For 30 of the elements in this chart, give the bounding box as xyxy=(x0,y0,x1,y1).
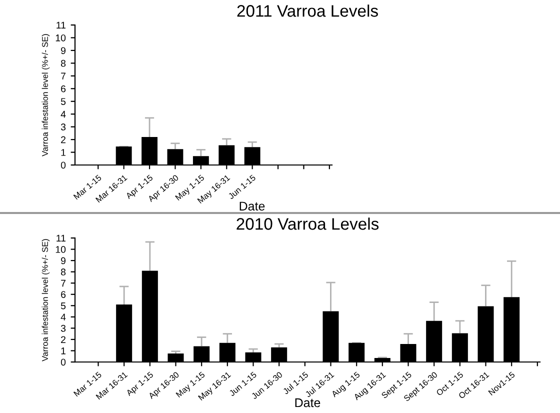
y-tick-label: 0 xyxy=(60,358,66,366)
y-tick-label: 2 xyxy=(61,136,66,144)
y-tick-label: 8 xyxy=(60,60,66,67)
y-tick-label: 1 xyxy=(61,348,66,354)
y-axis-title: Varroa infestation level (%+/- SE) xyxy=(42,34,50,156)
y-tick-label: 5 xyxy=(60,98,66,105)
y-tick-label: 8 xyxy=(60,268,66,276)
y-tick-label: 3 xyxy=(60,124,66,130)
y-tick-label: 7 xyxy=(61,280,66,287)
x-axis-title: Date xyxy=(240,202,265,211)
y-tick-label: 7 xyxy=(61,72,66,80)
y-tick-label: 9 xyxy=(61,47,66,54)
y-tick-label: 4 xyxy=(60,314,66,320)
y-tick-label: 6 xyxy=(61,85,66,92)
chart-title: 2011 Varroa Levels xyxy=(237,4,378,17)
y-tick-label: 9 xyxy=(61,257,66,264)
y-tick-label: 11 xyxy=(56,22,66,29)
y-tick-label: 4 xyxy=(60,110,66,118)
x-axis-title: Date xyxy=(295,398,320,408)
y-tick-label: 6 xyxy=(61,291,66,298)
y-tick-label: 3 xyxy=(60,324,66,332)
y-tick-label: 10 xyxy=(56,246,66,253)
y-tick-label: 10 xyxy=(56,34,66,42)
chart-title: 2010 Varroa Levels xyxy=(236,218,379,230)
y-axis-title: Varroa infestation level (%+/- SE) xyxy=(42,239,50,362)
y-tick-label: 1 xyxy=(61,149,66,156)
y-tick-label: 2 xyxy=(61,336,66,343)
y-tick-label: 5 xyxy=(60,302,66,310)
y-tick-label: 0 xyxy=(60,162,66,169)
y-tick-label: 11 xyxy=(56,234,66,242)
